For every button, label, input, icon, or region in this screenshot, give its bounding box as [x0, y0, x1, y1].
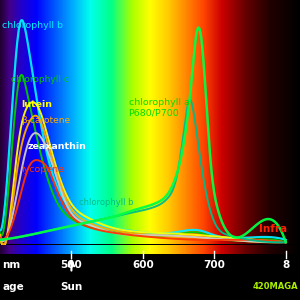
Text: 600: 600	[132, 260, 154, 270]
Text: 500: 500	[61, 260, 82, 270]
Text: 420MAGA: 420MAGA	[252, 282, 298, 291]
Text: age: age	[2, 282, 24, 292]
Text: Infra: Infra	[259, 224, 287, 233]
Text: lutein: lutein	[21, 100, 52, 109]
Text: β-carotene: β-carotene	[21, 116, 70, 125]
Text: 8: 8	[282, 260, 289, 270]
Text: nm: nm	[2, 260, 20, 270]
Text: chlorophyll b: chlorophyll b	[2, 21, 63, 30]
Text: chlorophyll a
P680/P700: chlorophyll a P680/P700	[129, 98, 189, 117]
Text: chlorophyll c: chlorophyll c	[11, 74, 69, 83]
Text: chlorophyll b: chlorophyll b	[79, 198, 133, 207]
Text: Sun: Sun	[60, 282, 82, 292]
Text: lycopene: lycopene	[21, 165, 64, 174]
Text: 700: 700	[203, 260, 225, 270]
Text: zeaxanthin: zeaxanthin	[27, 142, 86, 151]
